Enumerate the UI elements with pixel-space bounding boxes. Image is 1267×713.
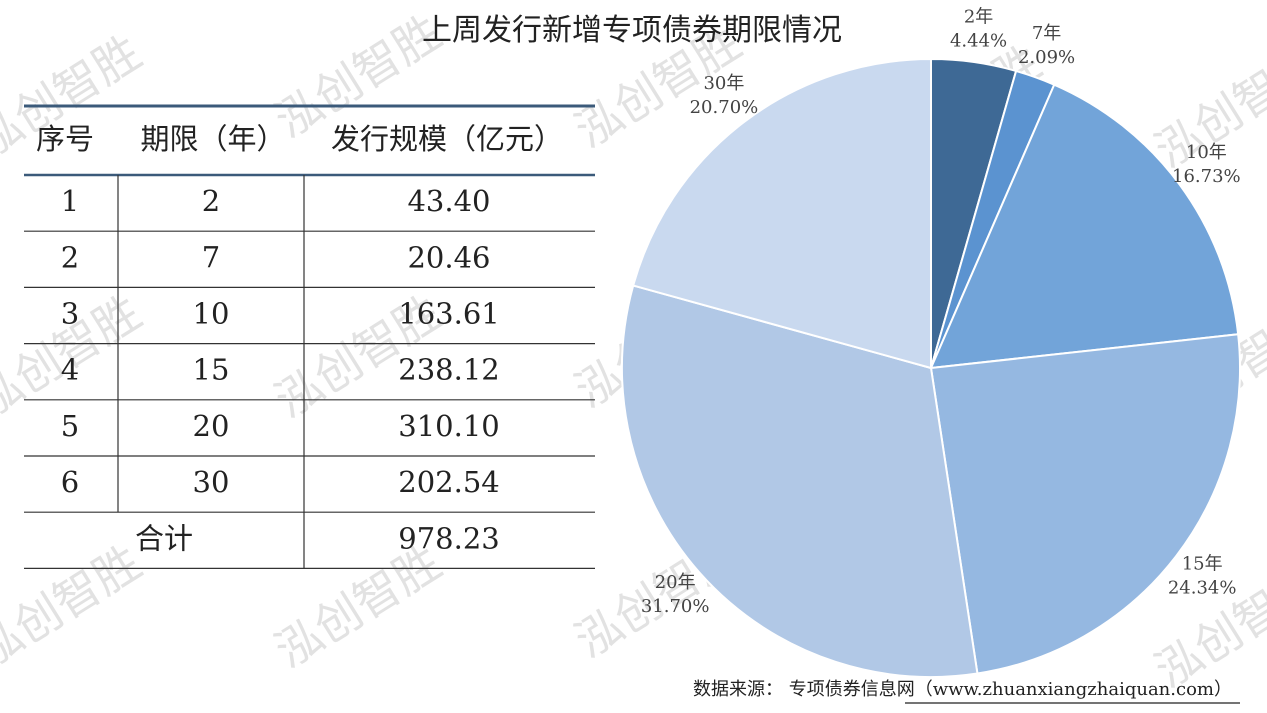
table-cell: 4 — [61, 353, 79, 387]
table-cell: 163.61 — [398, 297, 499, 331]
pie-slice — [929, 83, 1240, 370]
slice-value-label: 24.34% — [1168, 577, 1237, 598]
table-cell: 1 — [61, 184, 79, 218]
slice-value-label: 2.09% — [1018, 47, 1075, 68]
pie-slice — [929, 333, 1241, 675]
table-total-label: 合计 — [135, 521, 193, 555]
table-cell: 7 — [202, 240, 220, 274]
slice-label: 15年 — [1182, 553, 1223, 574]
table-cell: 43.40 — [407, 184, 490, 218]
table-cell: 310.10 — [398, 409, 499, 443]
slice-label: 20年 — [655, 572, 696, 593]
watermark: 泓创智胜 — [0, 535, 150, 678]
pie: 2年 4.44% 7年 2.09% 10年 16.73% 15年 24.34% 20年 31.70… — [621, 6, 1241, 678]
table-cell: 15 — [193, 353, 230, 387]
pie-slice — [631, 57, 932, 370]
table-cell: 6 — [61, 465, 79, 499]
slice-value-label: 20.70% — [690, 97, 759, 118]
chart-title: 上周发行新增专项债券期限情况 — [422, 13, 842, 48]
watermark: 泓创智胜 — [266, 535, 451, 678]
table: 序号 期限（年） 发行规模（亿元） 1 2 43.40 2 7 20.46 3 10 163.61 4 1… — [24, 104, 595, 570]
table-cell: 20 — [193, 409, 230, 443]
table-header: 序号 — [36, 122, 94, 156]
table-cell: 30 — [193, 465, 230, 499]
table-cell: 238.12 — [398, 353, 499, 387]
slice-label: 10年 — [1186, 142, 1227, 163]
slice-label: 2年 — [964, 6, 993, 27]
pie-slice — [621, 284, 979, 678]
source: 数据来源： 专项债券信息网（www.zhuanxiangzhaiquan.com… — [693, 679, 1232, 700]
slice-value-label: 4.44% — [950, 30, 1007, 51]
table-cell: 202.54 — [398, 465, 499, 499]
table-cell: 2 — [61, 240, 79, 274]
table-cell: 5 — [61, 409, 79, 443]
table-cell: 3 — [61, 297, 79, 331]
table-cell: 20.46 — [407, 240, 490, 274]
table-total-value: 978.23 — [398, 521, 499, 555]
slice-value-label: 31.70% — [641, 596, 710, 617]
slice-label: 30年 — [703, 73, 744, 94]
table-cell: 2 — [202, 184, 220, 218]
table-cell: 10 — [193, 297, 230, 331]
table-header: 发行规模（亿元） — [331, 122, 563, 156]
table-header: 期限（年） — [140, 122, 285, 156]
slice-value-label: 16.73% — [1172, 166, 1241, 187]
slice-label: 7年 — [1032, 23, 1061, 44]
